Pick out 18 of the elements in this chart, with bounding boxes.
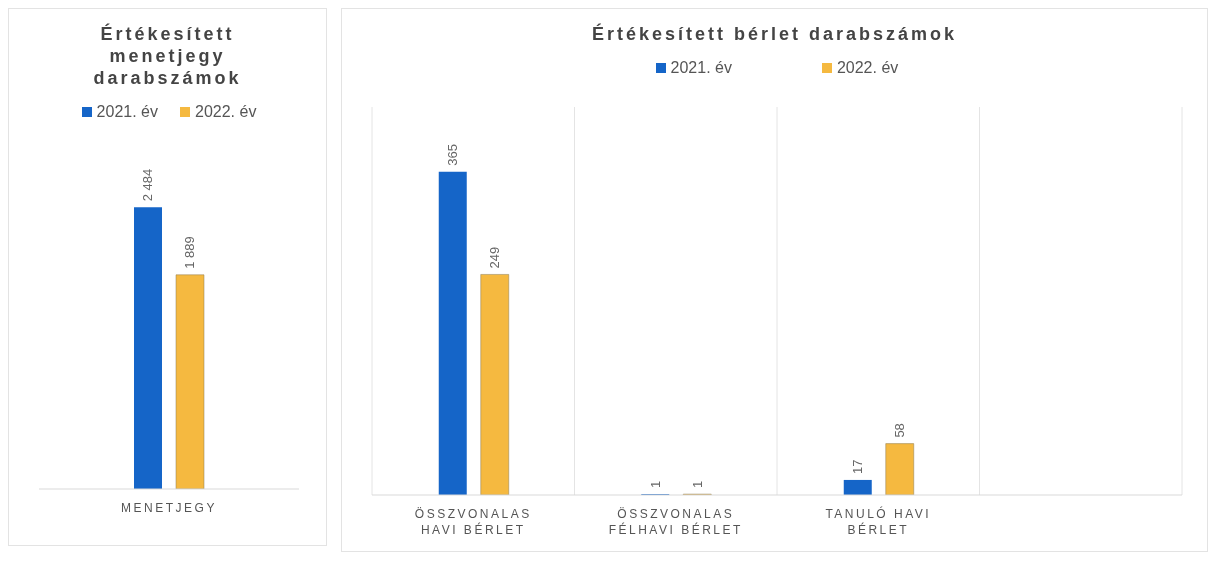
data-label: 365	[445, 143, 461, 166]
x-tick-label: ÖSSZVONALAS FÉLHAVI BÉRLET	[608, 506, 743, 537]
legend-label: 2021. év	[96, 103, 158, 121]
legend-label: 2022. év	[836, 59, 899, 77]
legend-label: 2022. év	[195, 103, 257, 121]
data-label: 2 484	[140, 168, 156, 202]
data-label: 1	[689, 480, 705, 489]
x-tick-label: ÖSSZVONALAS HAVI BÉRLET	[414, 506, 532, 537]
data-label: 17	[850, 459, 866, 474]
data-label: 1	[647, 480, 663, 489]
chart-title: Értékesített menetjegy darabszámok	[92, 23, 243, 89]
data-label: 58	[892, 423, 908, 438]
chart-title: Értékesített bérlet darabszámok	[590, 23, 958, 45]
legend-label: 2021. év	[670, 59, 732, 77]
data-label: 1 889	[182, 236, 198, 269]
data-label: 249	[487, 246, 503, 269]
x-tick-label: MENETJEGY	[121, 500, 217, 515]
x-tick-label: TANULÓ HAVI BÉRLET	[825, 505, 932, 537]
